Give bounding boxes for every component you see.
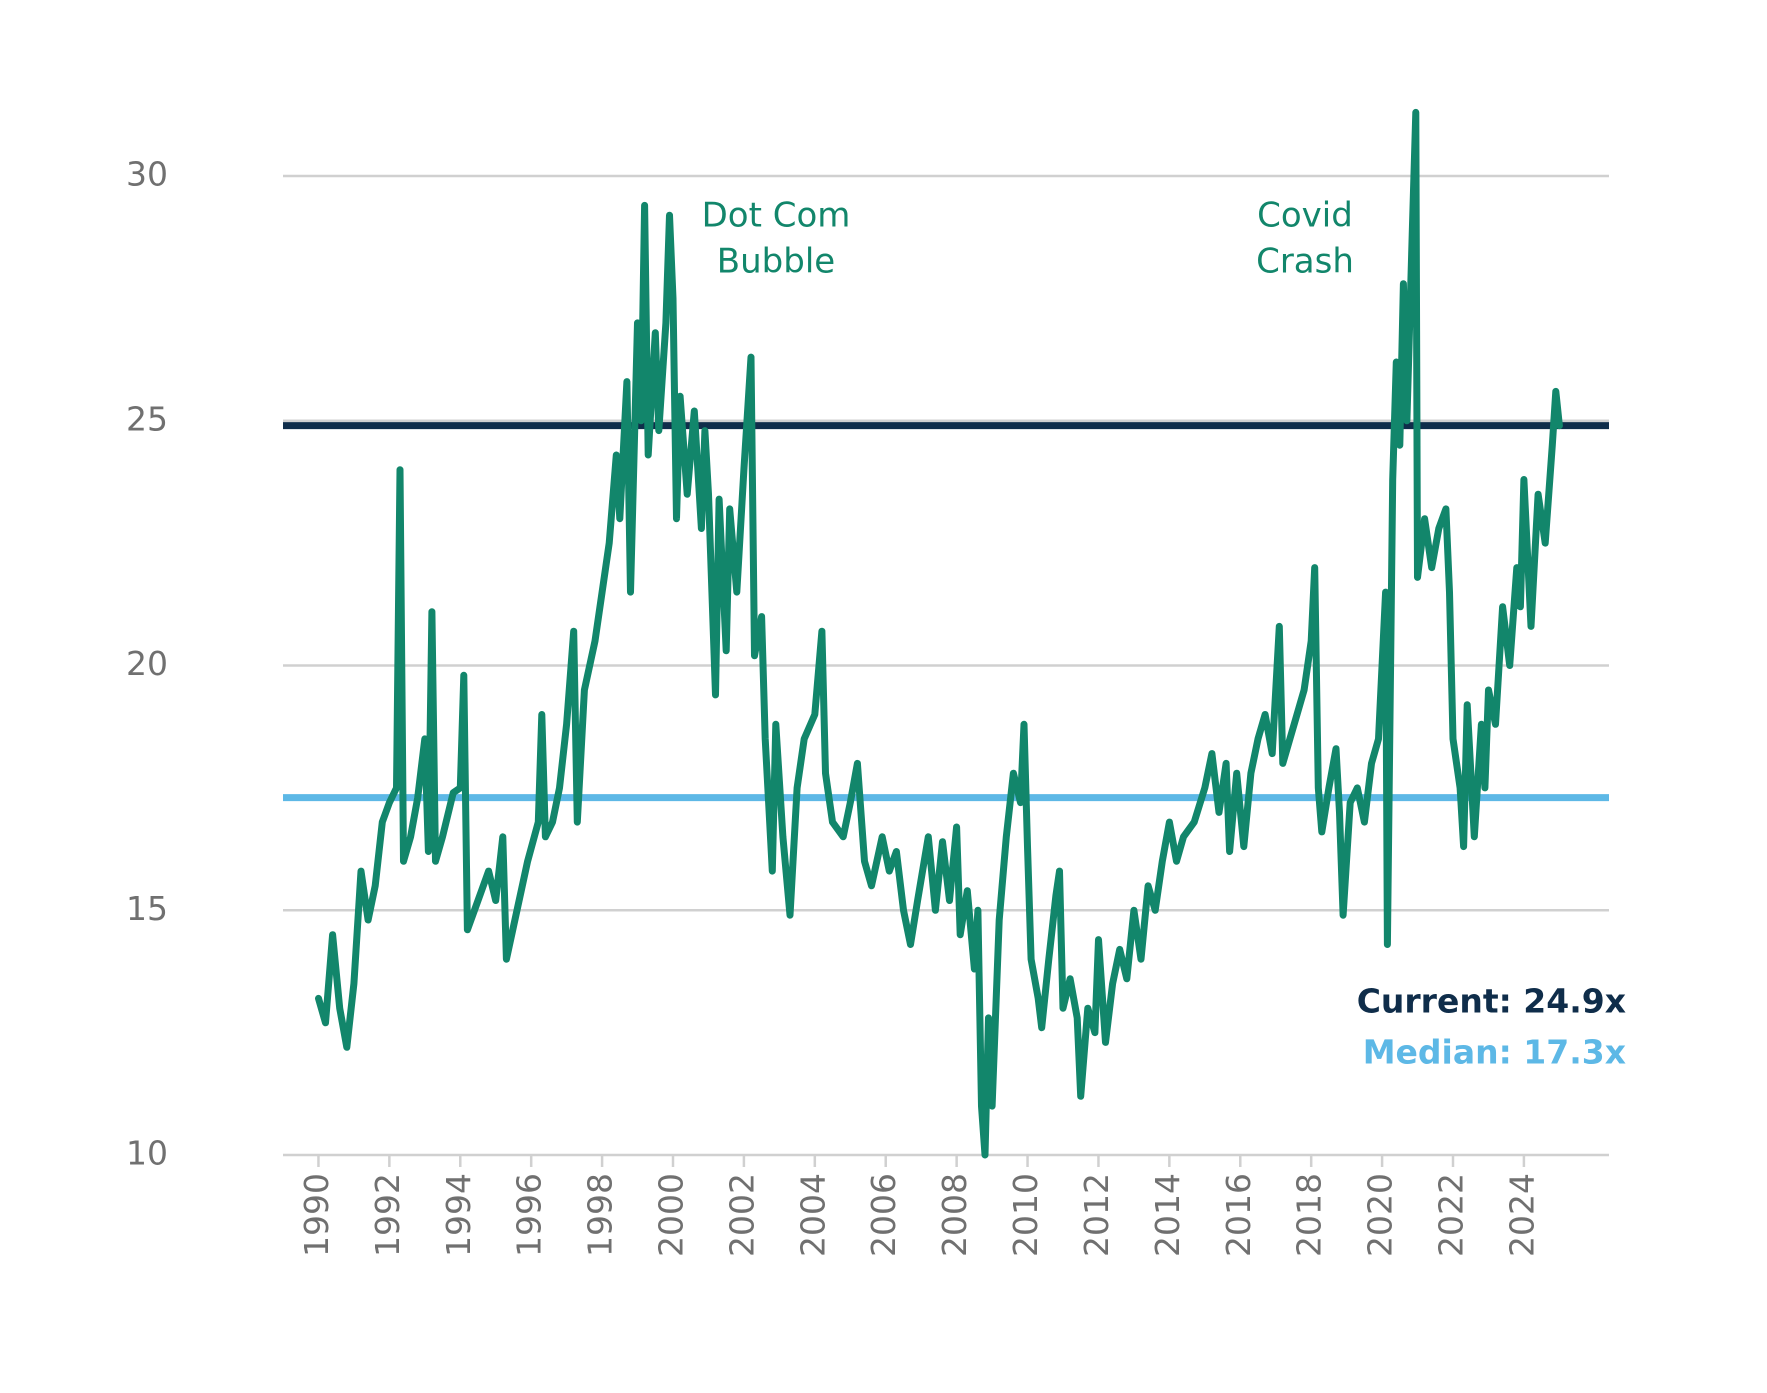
y-tick-label: 25 <box>126 399 168 438</box>
annotation: Dot Com <box>702 196 851 236</box>
x-tick-label: 2016 <box>1219 1173 1258 1257</box>
x-tick-label: 2006 <box>864 1173 903 1257</box>
data-line <box>315 108 1563 1159</box>
x-tick-label: 1992 <box>368 1173 407 1257</box>
annotation: Crash <box>1256 242 1354 282</box>
x-tick-label: 2008 <box>935 1173 974 1257</box>
x-tick-label: 2024 <box>1502 1173 1541 1257</box>
x-tick-label: 2022 <box>1432 1173 1471 1257</box>
reference-label: Current: 24.9x <box>1357 982 1626 1021</box>
y-tick-label: 20 <box>126 644 168 683</box>
annotation: Covid <box>1257 196 1353 236</box>
x-tick-label: 2020 <box>1361 1173 1400 1257</box>
x-tick-label: 1996 <box>510 1173 549 1257</box>
x-tick-label: 2000 <box>652 1173 691 1257</box>
y-tick-label: 10 <box>126 1134 168 1173</box>
x-tick-label: 2012 <box>1077 1173 1116 1257</box>
x-tick-label: 1998 <box>581 1173 620 1257</box>
x-tick-label: 2018 <box>1290 1173 1329 1257</box>
y-tick-label: 30 <box>126 155 168 194</box>
x-tick-label: 2004 <box>793 1173 832 1257</box>
annotation: Bubble <box>717 242 835 282</box>
reference-label: Median: 17.3x <box>1363 1033 1626 1072</box>
x-tick-label: 2010 <box>1006 1173 1045 1257</box>
x-tick-label: 2014 <box>1148 1173 1187 1257</box>
x-tick-label: 1990 <box>297 1173 336 1257</box>
x-tick-label: 1994 <box>439 1173 478 1257</box>
x-tick-label: 2002 <box>722 1173 761 1257</box>
y-tick-label: 15 <box>126 889 168 928</box>
